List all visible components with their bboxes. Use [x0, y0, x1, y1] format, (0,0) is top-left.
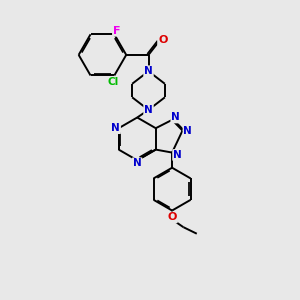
Text: F: F [113, 26, 121, 36]
Text: N: N [144, 105, 153, 115]
Text: N: N [133, 158, 142, 168]
Text: N: N [173, 150, 182, 160]
Text: O: O [158, 35, 167, 45]
Text: Cl: Cl [107, 77, 118, 87]
Text: N: N [171, 112, 180, 122]
Text: N: N [111, 123, 120, 133]
Text: N: N [144, 66, 153, 76]
Text: N: N [184, 126, 192, 136]
Text: O: O [167, 212, 177, 222]
